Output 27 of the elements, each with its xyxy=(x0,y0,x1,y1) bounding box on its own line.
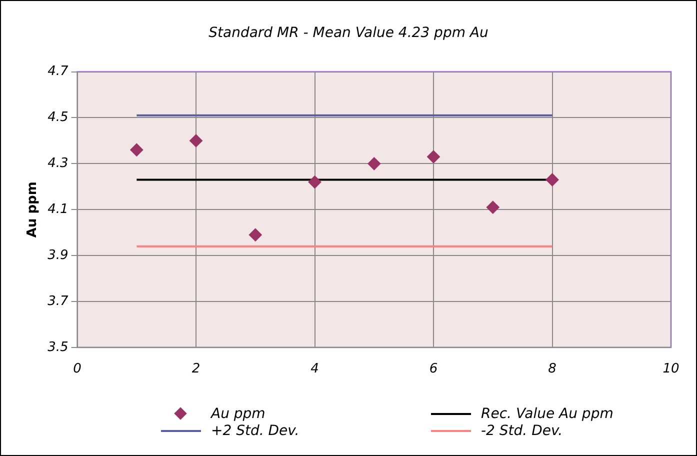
point xyxy=(190,134,203,148)
y-tick-label: 3.7 xyxy=(48,294,69,309)
point xyxy=(546,173,559,186)
x-tick-label: 4 xyxy=(310,362,319,377)
legend-label: -2 Std. Dev. xyxy=(481,423,563,439)
y-tick-label: 4.7 xyxy=(48,64,69,80)
y-tick-label: 3.5 xyxy=(48,340,68,355)
point xyxy=(427,150,440,164)
x-tick-label: 2 xyxy=(192,362,200,377)
y-tick-label: 4.3 xyxy=(48,156,68,172)
point xyxy=(486,200,500,214)
legend-label: Rec. Value Au ppm xyxy=(481,406,614,422)
legend-label: +2 Std. Dev. xyxy=(211,423,300,439)
point xyxy=(130,143,144,156)
x-tick-label: 0 xyxy=(73,362,82,377)
chart-title: Standard MR - Mean Value 4.23 ppm Au xyxy=(208,25,490,41)
y-tick-label: 4.5 xyxy=(48,110,68,126)
point xyxy=(368,157,381,170)
y-tick-label: 4.1 xyxy=(48,202,68,217)
legend-label: Au ppm xyxy=(211,406,266,422)
x-tick-label: 10 xyxy=(662,362,680,377)
y-axis-title: Au ppm xyxy=(25,182,40,238)
x-tick-label: 6 xyxy=(429,362,438,377)
point xyxy=(308,176,322,189)
y-tick-label: 3.9 xyxy=(48,248,68,263)
x-tick-label: 8 xyxy=(548,362,556,377)
point xyxy=(248,228,262,242)
